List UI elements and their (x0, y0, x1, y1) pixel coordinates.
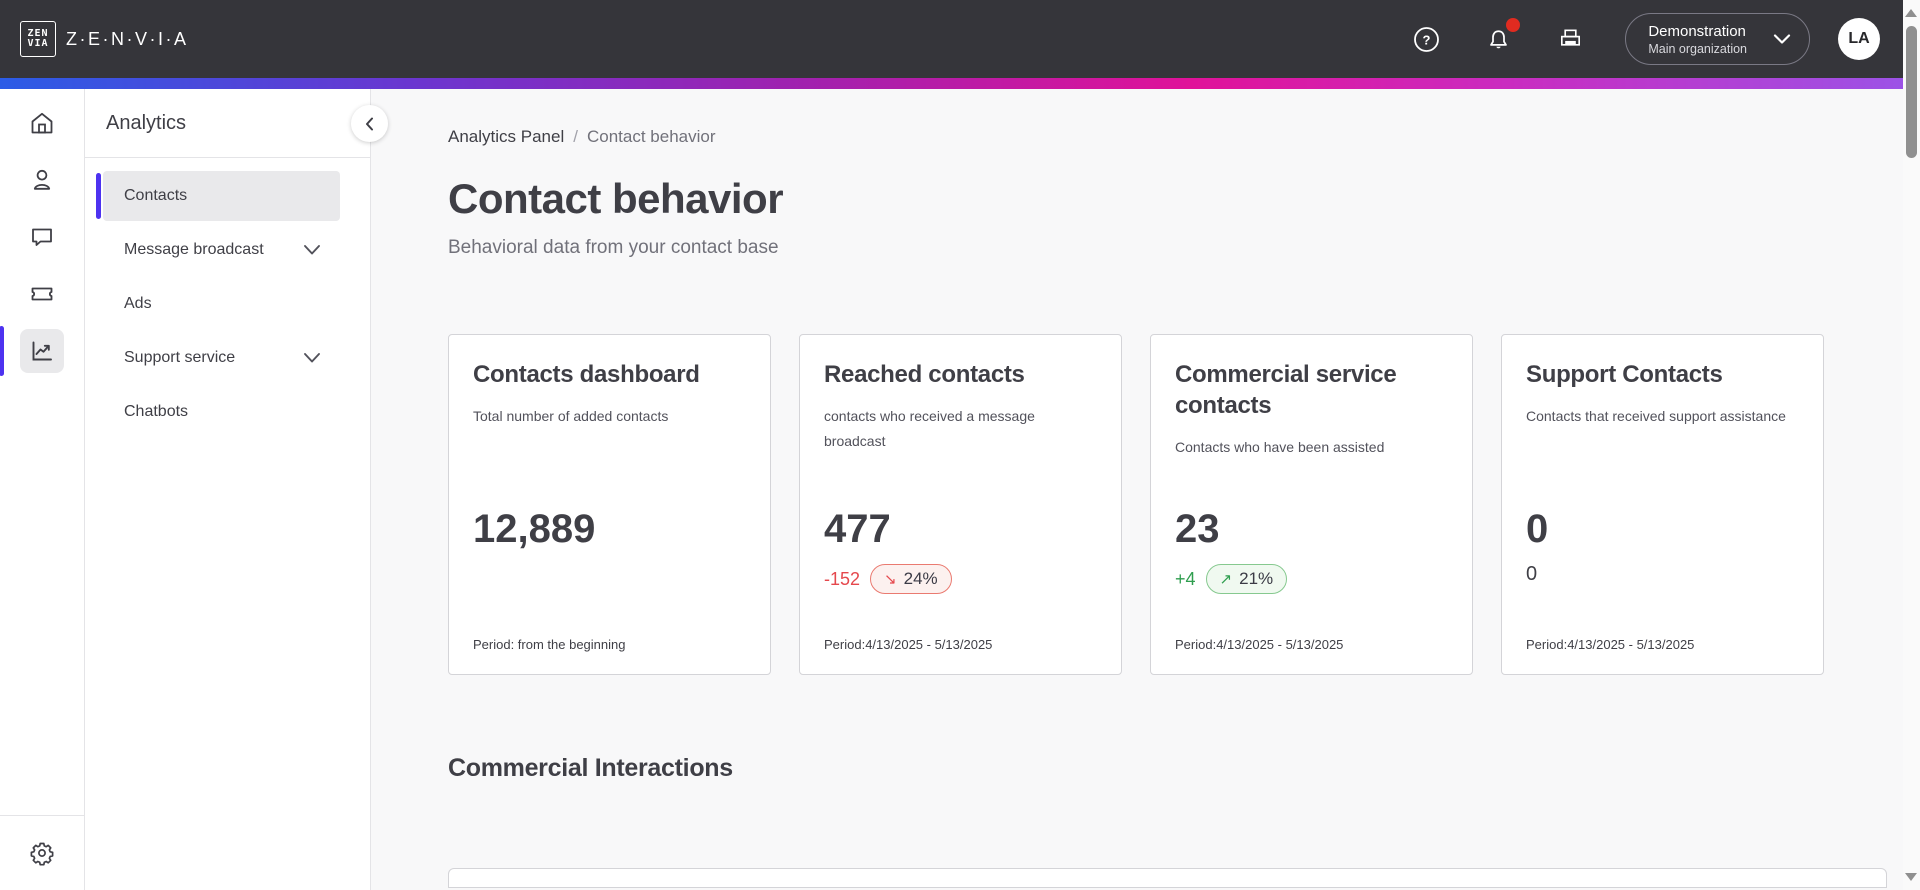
card-reached-contacts: Reached contacts contacts who received a… (799, 334, 1122, 675)
scroll-up-arrow[interactable] (1905, 9, 1917, 17)
scroll-down-arrow[interactable] (1905, 873, 1917, 881)
organization-suffix: Main organization (1648, 41, 1747, 56)
card-description: Total number of added contacts (473, 408, 669, 425)
card-contacts-dashboard: Contacts dashboard Total number of added… (448, 334, 771, 675)
card-value: 12,889 (473, 507, 596, 551)
scrollbar-thumb[interactable] (1906, 26, 1917, 158)
card-title: Contacts dashboard (473, 361, 700, 388)
delta-value: +4 (1175, 568, 1196, 589)
active-indicator-bar (96, 173, 101, 219)
card-description: Contacts that received support assistanc… (1526, 408, 1786, 425)
sidebar-title: Analytics (106, 111, 187, 134)
trend-badge-negative: ↘ 24% (870, 564, 952, 594)
chevron-down-icon (302, 243, 322, 257)
notifications-bell-icon[interactable] (1481, 18, 1521, 56)
brand-name: Z·E·N·V·I·A (66, 28, 189, 49)
breadcrumb-current: Contact behavior (586, 127, 716, 146)
organization-selector[interactable]: Demonstration Main organization (1625, 13, 1810, 65)
card-description: Contacts who have been assisted (1175, 439, 1385, 456)
section-title-commercial-interactions: Commercial Interactions (448, 754, 733, 782)
sidebar-item-label: Support service (124, 349, 236, 366)
badge-percent: 24% (903, 569, 938, 588)
icon-rail (0, 89, 85, 890)
sidebar-item-support-service[interactable]: Support service (103, 333, 340, 383)
kpi-cards-row: Contacts dashboard Total number of added… (448, 334, 1887, 675)
notification-badge (1506, 18, 1521, 32)
zenvia-logo-icon: ZEN VIA (20, 21, 56, 57)
svg-text:?: ? (1422, 32, 1430, 47)
card-period: Period:4/13/2025 - 5/13/2025 (1526, 637, 1695, 652)
card-value: 23 (1175, 507, 1220, 551)
sidebar-item-label: Contacts (124, 187, 188, 204)
analytics-sidebar: Analytics Contacts Message broadcast Ads… (85, 89, 388, 890)
analytics-chart-icon[interactable] (0, 326, 64, 376)
card-period: Period:4/13/2025 - 5/13/2025 (1175, 637, 1344, 652)
conversations-chat-icon[interactable] (20, 215, 64, 259)
breadcrumb-analytics-panel-link[interactable]: Analytics Panel (448, 127, 565, 146)
arrow-down-right-icon: ↘ (884, 570, 897, 588)
chevron-left-icon (365, 117, 373, 130)
help-icon[interactable]: ? (1409, 22, 1443, 56)
active-indicator-bar (0, 326, 4, 376)
brand-gradient-bar (0, 78, 1920, 89)
main-content: Analytics Panel / Contact behavior Conta… (371, 89, 1920, 890)
card-period: Period:4/13/2025 - 5/13/2025 (824, 637, 993, 652)
card-value: 0 (1526, 507, 1549, 551)
badge-percent: 21% (1239, 569, 1274, 588)
card-value: 477 (824, 507, 891, 551)
breadcrumb: Analytics Panel / Contact behavior (448, 127, 1887, 147)
card-title: Commercial service contacts (1175, 361, 1397, 420)
print-icon[interactable] (1553, 22, 1587, 56)
topbar: ZEN VIA Z·E·N·V·I·A ? Demonstration Main … (0, 0, 1920, 78)
chevron-down-icon (302, 351, 322, 365)
sidebar-item-label: Ads (124, 295, 152, 312)
organization-name: Demonstration (1648, 22, 1746, 40)
sidebar-collapse-button[interactable] (351, 105, 388, 142)
commercial-interactions-card (448, 868, 1887, 888)
settings-gear-icon[interactable] (20, 831, 64, 875)
arrow-up-right-icon: ↗ (1219, 570, 1233, 588)
sidebar-item-label: Message broadcast (124, 241, 264, 258)
card-title: Reached contacts (824, 361, 1025, 388)
tickets-icon[interactable] (20, 272, 64, 316)
sidebar-item-message-broadcast[interactable]: Message broadcast (103, 225, 340, 275)
page-subtitle: Behavioral data from your contact base (448, 237, 779, 258)
contacts-person-icon[interactable] (20, 158, 64, 202)
card-period: Period: from the beginning (473, 637, 626, 652)
card-title: Support Contacts (1526, 361, 1723, 388)
card-description: contacts who received a message broadcas… (824, 408, 1035, 450)
chevron-down-icon (1773, 34, 1791, 44)
sidebar-item-contacts[interactable]: Contacts (96, 171, 340, 221)
card-support-contacts: Support Contacts Contacts that received … (1501, 334, 1824, 675)
delta-value: -152 (824, 568, 861, 589)
sidebar-item-ads[interactable]: Ads (103, 279, 340, 329)
breadcrumb-separator: / (573, 127, 578, 146)
home-icon[interactable] (20, 101, 64, 145)
zenvia-logo[interactable]: ZEN VIA Z·E·N·V·I·A (20, 21, 188, 57)
sidebar-item-chatbots[interactable]: Chatbots (103, 387, 340, 437)
card-commercial-service-contacts: Commercial service contacts Contacts who… (1150, 334, 1473, 675)
card-sub-value: 0 (1526, 563, 1538, 585)
page-title: Contact behavior (448, 175, 784, 222)
sidebar-item-label: Chatbots (124, 403, 189, 420)
user-avatar[interactable]: LA (1838, 18, 1880, 60)
vertical-scrollbar[interactable] (1903, 0, 1920, 890)
trend-badge-positive: ↗ 21% (1205, 564, 1288, 594)
